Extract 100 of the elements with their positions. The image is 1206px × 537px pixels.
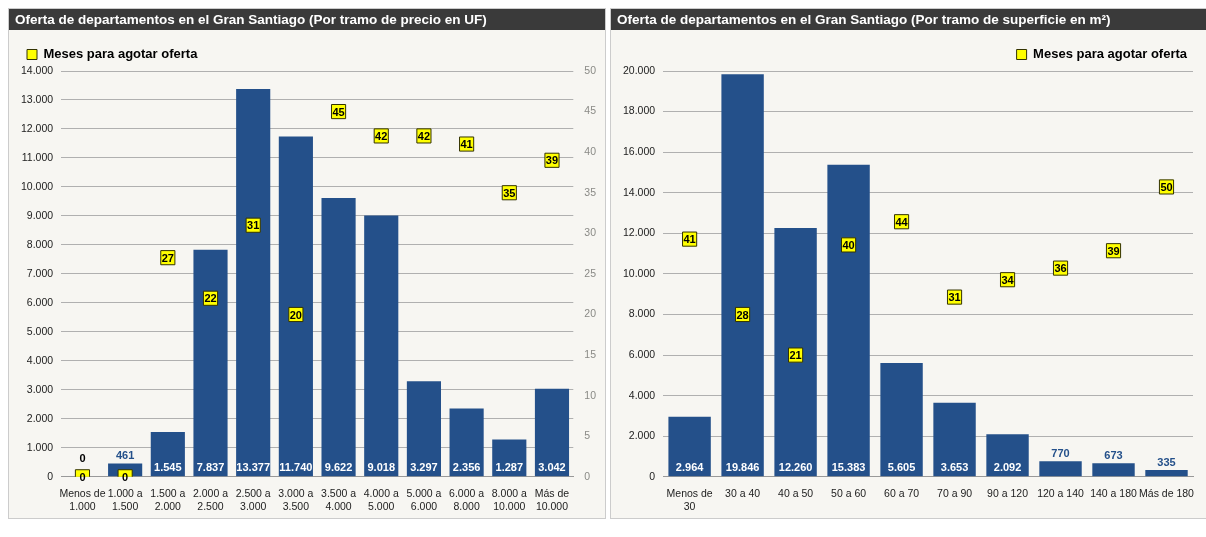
data-label: 39: [1107, 244, 1120, 257]
data-label: 15.383: [831, 460, 866, 473]
data-label: 0: [79, 470, 86, 483]
x-tick-label: 5.000 a 6.000: [406, 486, 442, 512]
data-label: 3.042: [538, 460, 566, 473]
x-tick-label: 1.500 a 2.000: [150, 486, 186, 512]
y2-tick-label: 15: [584, 347, 597, 360]
bar: [1092, 463, 1135, 477]
data-label: 335: [1157, 455, 1176, 468]
data-label: 22: [204, 292, 217, 305]
bar: [827, 164, 870, 477]
data-label: 1.545: [154, 460, 182, 473]
y2-tick-label: 25: [584, 266, 597, 279]
y-tick-label: 10.000: [622, 266, 656, 279]
x-tick-label: 40 a 50: [778, 486, 814, 499]
x-tick-label: 3.500 a 4.000: [321, 486, 357, 512]
y2-tick-label: 50: [584, 63, 597, 76]
y-tick-label: 18.000: [622, 104, 656, 117]
legend-label: Meses para agotar oferta: [43, 46, 199, 62]
y-tick-label: 10.000: [20, 179, 54, 192]
x-tick-label: 8.000 a 10.000: [491, 486, 527, 512]
y-tick-label: 11.000: [21, 150, 54, 163]
data-label: 461: [115, 448, 135, 461]
bar: [193, 249, 228, 477]
data-label: 31: [948, 291, 961, 304]
data-label: 28: [736, 308, 749, 321]
x-tick-label: 6.000 a 8.000: [449, 486, 485, 512]
data-label: 2.964: [675, 460, 705, 473]
y-tick-label: 12.000: [622, 226, 656, 239]
x-tick-label: 90 a 120: [987, 486, 1029, 499]
data-label: 42: [375, 129, 388, 142]
chart-title: Oferta de departamentos en el Gran Santiago (Por tramo de superficie en m²): [611, 9, 1206, 30]
data-label: 5.605: [887, 460, 916, 473]
data-label: 45: [332, 105, 345, 118]
data-label: 12.260: [778, 460, 813, 473]
data-label: 0: [79, 452, 86, 465]
x-tick-label: Menos de 1.000: [59, 486, 106, 512]
bar: [933, 402, 976, 477]
y-tick-label: 2.000: [628, 429, 656, 442]
legend-label: Meses para agotar oferta: [1033, 46, 1188, 62]
y-tick-label: 8.000: [628, 307, 656, 320]
y-tick-label: 8.000: [26, 237, 54, 250]
y-tick-label: 7.000: [26, 266, 54, 279]
y2-tick-label: 35: [584, 185, 597, 198]
bar: [668, 416, 711, 477]
chart-title: Oferta de departamentos en el Gran Santiago (Por tramo de precio en UF): [9, 9, 605, 30]
data-label: 9.622: [324, 460, 353, 473]
bar: [321, 197, 356, 477]
data-label: 42: [417, 129, 431, 142]
y-tick-label: 6.000: [628, 347, 656, 360]
bar: [534, 388, 570, 477]
data-label: 20: [289, 308, 302, 321]
data-label: 35: [503, 186, 516, 199]
data-label: 2.092: [993, 460, 1022, 473]
data-label: 11.740: [279, 460, 313, 473]
y-tick-label: 2.000: [26, 411, 54, 424]
bar: [278, 136, 313, 477]
data-label: 44: [895, 215, 909, 228]
data-label: 34: [1001, 273, 1015, 286]
data-label: 39: [545, 154, 559, 167]
y-tick-label: 12.000: [20, 121, 54, 134]
x-tick-label: 120 a 140: [1037, 486, 1085, 499]
data-label: 21: [789, 349, 802, 362]
bar: [406, 381, 441, 477]
y-tick-label: 16.000: [622, 145, 656, 158]
y2-tick-label: 30: [584, 226, 597, 239]
bar: [1039, 461, 1082, 477]
bar: [449, 408, 484, 477]
data-label: 9.018: [367, 460, 396, 473]
data-label: 50: [1160, 180, 1173, 193]
data-label: 41: [683, 233, 696, 246]
x-tick-label: 1.000 a 1.500: [107, 486, 143, 512]
y-tick-label: 6.000: [26, 295, 54, 308]
data-label: 1.287: [495, 460, 524, 473]
y-tick-label: 13.000: [20, 92, 54, 105]
x-tick-label: 2.000 a 2.500: [192, 486, 229, 512]
bar: [774, 228, 817, 477]
bar: [364, 215, 399, 477]
x-tick-label: 2.500 a 3.000: [235, 486, 271, 512]
data-label: 41: [460, 138, 473, 151]
y2-tick-label: 40: [584, 145, 597, 158]
bar: [880, 363, 923, 477]
data-label: 7.837: [196, 460, 225, 473]
x-tick-label: 30 a 40: [725, 486, 761, 499]
data-label: 19.846: [725, 460, 760, 473]
bar: [721, 74, 764, 477]
data-label: 40: [842, 238, 855, 251]
x-tick-label: 60 a 70: [884, 486, 920, 499]
data-label: 3.653: [940, 460, 969, 473]
data-label: 770: [1051, 446, 1070, 459]
y2-tick-label: 45: [584, 104, 597, 117]
y2-tick-label: 0: [584, 469, 591, 482]
data-label: 31: [247, 219, 260, 232]
y2-tick-label: 20: [584, 307, 597, 320]
x-tick-label: Menos de 30: [666, 486, 713, 512]
data-label: 673: [1104, 448, 1123, 461]
y-tick-label: 4.000: [26, 353, 54, 366]
data-label: 2.356: [452, 460, 481, 473]
y-tick-label: 20.000: [622, 63, 656, 76]
y-tick-label: 14.000: [622, 185, 656, 198]
